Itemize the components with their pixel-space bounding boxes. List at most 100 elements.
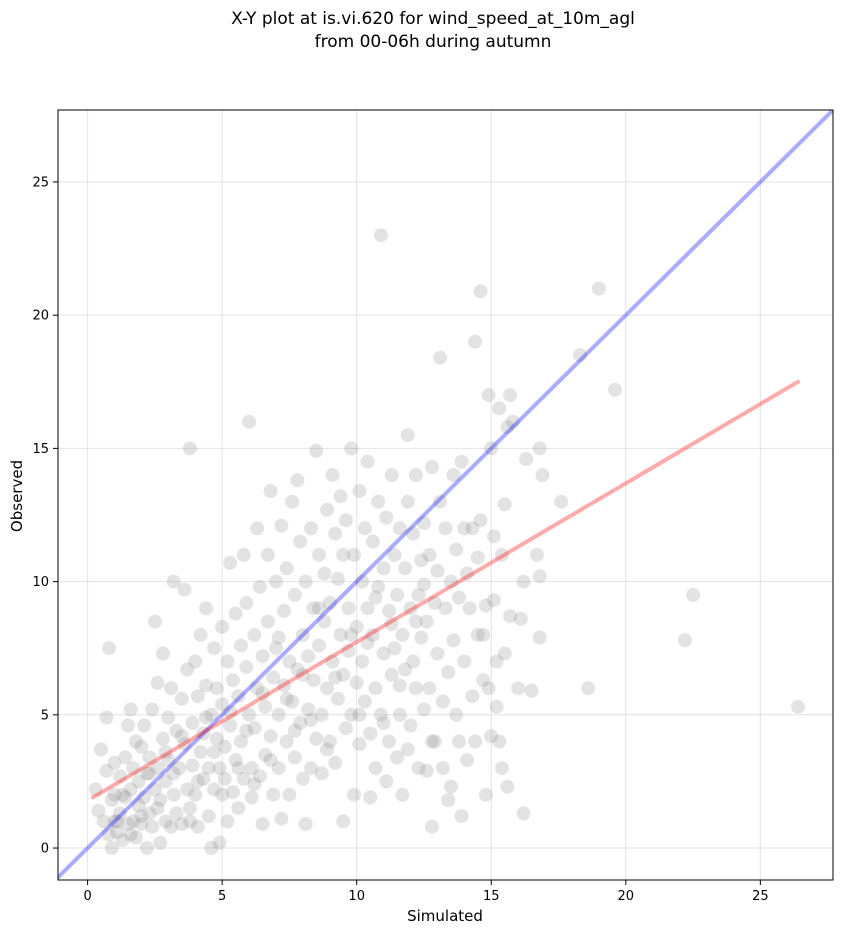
scatter-point — [201, 809, 216, 824]
scatter-point — [314, 766, 329, 781]
scatter-point — [150, 675, 165, 690]
scatter-point — [129, 830, 143, 845]
scatter-point — [427, 734, 442, 749]
scatter-point — [352, 737, 367, 752]
scatter-point — [193, 745, 208, 760]
scatter-point — [417, 516, 431, 530]
scatter-point — [277, 603, 291, 618]
scatter-point — [304, 761, 318, 776]
scatter-point — [392, 678, 407, 693]
scatter-point — [368, 590, 383, 605]
scatter-point — [503, 388, 518, 403]
scatter-point — [263, 753, 278, 768]
scatter-point — [476, 627, 491, 642]
scatter-point — [492, 734, 507, 749]
y-tick-label: 15 — [32, 442, 49, 457]
scatter-point — [199, 601, 213, 616]
scatter-point — [279, 734, 294, 749]
scatter-point — [212, 761, 227, 776]
scatter-point — [400, 494, 415, 509]
reference-lines — [58, 110, 833, 880]
scatter-point — [320, 502, 335, 517]
y-axis-ticks: 0 5 10 15 20 25 — [32, 175, 58, 857]
scatter-point — [126, 761, 141, 776]
scatter-point — [99, 710, 114, 725]
scatter-point — [532, 630, 547, 645]
scatter-point — [129, 734, 143, 749]
scatter-point — [554, 494, 569, 509]
scatter-point — [228, 606, 243, 621]
x-tick-label: 25 — [752, 889, 769, 904]
scatter-point — [532, 441, 547, 456]
y-tick-label: 10 — [32, 575, 49, 590]
scatter-point — [290, 473, 305, 488]
scatter-point — [371, 579, 386, 594]
scatter-point — [209, 731, 224, 746]
scatter-point — [182, 801, 197, 816]
scatter-point — [333, 627, 348, 642]
x-tick-label: 20 — [618, 889, 635, 904]
scatter-point — [373, 228, 388, 243]
scatter-point — [328, 755, 343, 770]
scatter-point — [121, 718, 135, 733]
scatter-point — [395, 787, 410, 802]
scatter-point — [266, 787, 281, 802]
scatter-point — [147, 782, 162, 797]
scatter-point — [344, 627, 359, 642]
scatter-point — [242, 414, 257, 429]
scatter-point — [344, 441, 359, 456]
scatter-point — [333, 489, 348, 504]
scatter-point — [282, 654, 297, 669]
scatter-point — [408, 468, 423, 482]
scatter-point — [363, 790, 378, 805]
scatter-point — [503, 609, 518, 624]
scatter-point — [497, 497, 512, 512]
scatter-point — [306, 673, 321, 688]
x-tick-label: 0 — [83, 889, 91, 904]
scatter-point — [199, 678, 213, 693]
scatter-point — [519, 452, 534, 466]
scatter-point — [255, 649, 270, 664]
scatter-point — [373, 707, 388, 722]
scatter-point — [88, 782, 103, 797]
scatter-point — [441, 665, 456, 680]
scatter-point — [336, 547, 351, 562]
one-to-one-line — [58, 110, 833, 880]
scatter-point — [419, 763, 434, 778]
scatter-point — [247, 777, 262, 792]
scatter-point — [182, 814, 197, 829]
scatter-point — [209, 681, 224, 696]
scatter-point — [387, 641, 402, 656]
scatter-point — [215, 787, 230, 802]
scatter-point — [190, 819, 205, 834]
scatter-point — [352, 707, 367, 722]
scatter-point — [260, 547, 275, 562]
scatter-point — [164, 681, 178, 696]
scatter-point — [234, 638, 248, 653]
scatter-point — [247, 627, 262, 642]
scatter-point — [96, 814, 111, 829]
scatter-point — [139, 841, 154, 855]
scatter-point — [231, 801, 246, 816]
scatter-point — [239, 595, 254, 610]
grid-lines — [58, 110, 833, 880]
scatter-point — [608, 382, 622, 397]
scatter-point — [338, 721, 353, 736]
scatter-point — [360, 635, 375, 650]
scatter-point — [435, 761, 450, 776]
scatter-point — [390, 750, 405, 765]
scatter-point — [252, 579, 267, 594]
plot-area — [57, 109, 834, 881]
scatter-point — [301, 702, 316, 717]
scatter-point — [172, 761, 187, 776]
scatter-point — [123, 702, 138, 717]
scatter-point — [411, 587, 426, 602]
scatter-point — [489, 654, 504, 669]
scatter-point — [104, 841, 119, 855]
scatter-point — [511, 681, 526, 696]
scatter-point — [150, 801, 165, 816]
scatter-point — [406, 654, 421, 669]
y-tick-label: 0 — [41, 842, 49, 857]
scatter-point — [452, 734, 466, 749]
